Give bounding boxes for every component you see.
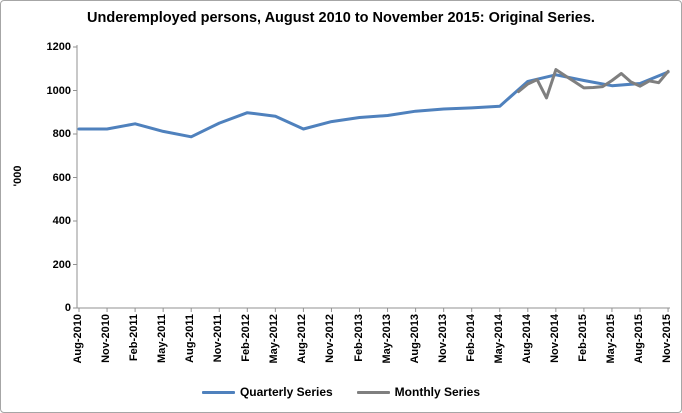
x-tick-label: Aug-2015 [633,314,645,364]
quarterly-series-swatch [201,390,235,394]
x-tick-label: May-2013 [380,314,393,364]
x-tick-label: Aug-2012 [296,314,309,364]
x-tick-label: May-2014 [492,314,505,364]
x-tick-label: Nov-2011 [212,314,225,363]
chart-title: Underemployed persons, August 2010 to No… [87,10,595,26]
legend: Quarterly Series Monthly Series [1,384,681,400]
x-tick-label: Feb-2011 [128,314,141,362]
monthly-series-label: Monthly Series [394,385,481,399]
quarterly-series-line [77,70,670,139]
x-tick-label: Aug-2013 [408,314,421,364]
x-tick-label: Feb-2014 [464,314,477,362]
y-tick-label: 800 [52,128,71,140]
x-tick-label: Aug-2010 [72,314,84,364]
quarterly-series-label: Quarterly Series [239,385,333,399]
y-axis-title: '000 [12,165,24,187]
x-tick-label: Nov-2010 [100,314,113,363]
x-tick-label: Nov-2014 [548,314,561,363]
x-tick-label: Aug-2014 [520,314,533,364]
x-tick-label: May-2015 [604,314,617,364]
x-tick-label: Feb-2015 [576,314,589,362]
legend-item-monthly: Monthly Series [356,385,481,399]
y-tick-label: 400 [52,215,71,227]
y-tick-label: 1200 [46,41,71,53]
x-tick-label: Nov-2015 [661,314,674,363]
x-tick-label: Nov-2013 [436,314,449,363]
y-tick-label: 200 [52,258,71,271]
x-tick-label: Nov-2012 [324,314,337,363]
y-tick-label: 0 [64,302,71,314]
y-tick-label: 1000 [46,84,71,97]
x-tick-label: May-2012 [268,314,281,364]
y-tick-label: 600 [52,171,71,184]
monthly-series-swatch [356,390,390,394]
legend-item-quarterly: Quarterly Series [201,385,333,399]
x-tick-label: Feb-2013 [352,314,365,362]
monthly-series-line [517,68,670,100]
x-tick-label: Aug-2011 [184,314,197,363]
x-tick-label: Feb-2012 [240,314,253,362]
x-tick-label: May-2011 [156,314,169,363]
